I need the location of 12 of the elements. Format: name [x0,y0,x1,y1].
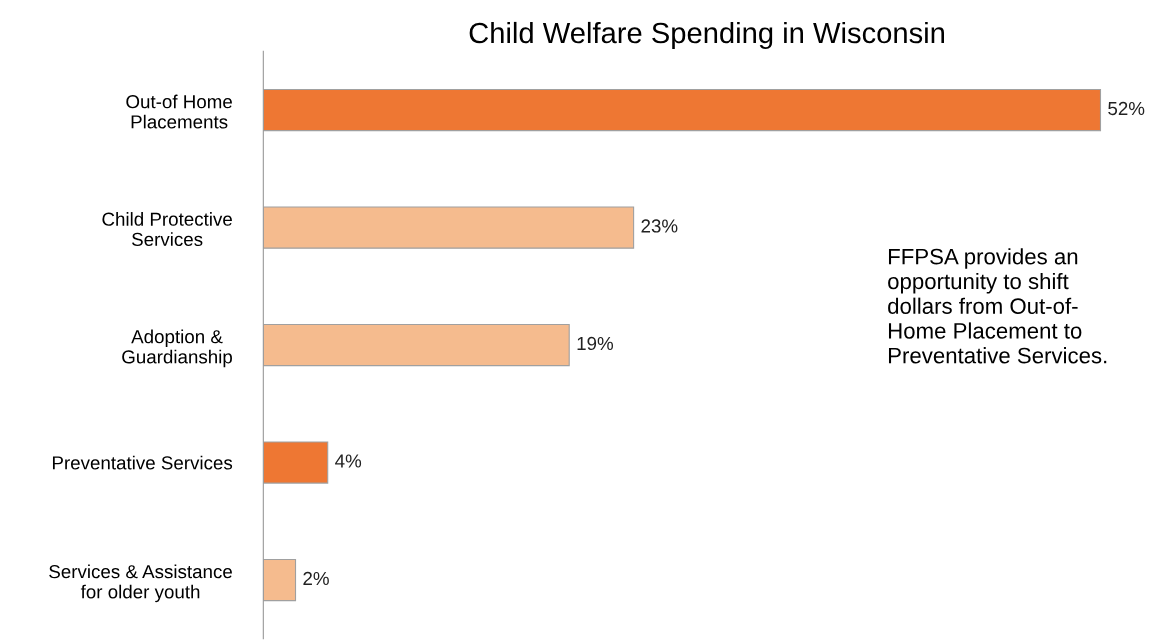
data-label: 4% [335,454,362,468]
y-tick-label: Services & Assistance for older youth [49,564,232,603]
data-label: 52% [1108,101,1145,116]
data-label: 2% [303,571,329,586]
y-tick-label: Out-of Home Placements [126,94,232,129]
y-tick-label: Adoption & Guardianship [122,329,232,368]
data-label: 23% [641,219,678,233]
y-tick-label: Child Protective Services [102,212,232,247]
y-tick-label: Preventative Services [52,455,233,470]
data-label: 19% [577,336,614,351]
chart-title: Child Welfare Spending in Wisconsin [469,21,944,50]
annotation: FFPSA provides an opportunity to shift dollars from Out-of- Home Placement to Preventative Services. [888,248,1107,364]
